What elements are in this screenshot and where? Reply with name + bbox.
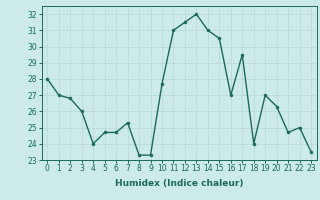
X-axis label: Humidex (Indice chaleur): Humidex (Indice chaleur) — [115, 179, 244, 188]
